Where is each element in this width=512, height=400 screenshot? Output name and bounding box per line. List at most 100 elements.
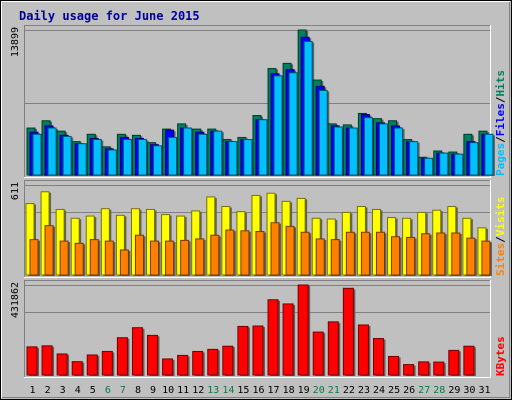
x-tick-day-17: 17 (268, 385, 280, 396)
bar-pages-day-6-body (107, 149, 117, 176)
bar-pages-day-12-body (198, 133, 208, 176)
bar-sites-day-15 (240, 230, 251, 276)
bar-sites-day-10-body (165, 240, 175, 276)
x-tick-day-25: 25 (388, 385, 400, 396)
x-tick-day-6: 6 (105, 385, 111, 396)
bar-kbytes-day-8-body (131, 327, 143, 376)
bar-kbytes-day-17 (267, 299, 281, 376)
bar-pages-day-12 (198, 133, 209, 176)
x-tick-day-29: 29 (448, 385, 460, 396)
bar-kbytes-day-21 (327, 321, 341, 376)
bar-kbytes-day-7-body (116, 337, 128, 376)
bar-kbytes-day-2 (41, 345, 55, 376)
bar-pages-day-27 (424, 157, 435, 176)
bar-sites-day-16 (255, 231, 266, 276)
bar-sites-day-12-body (195, 238, 205, 276)
bar-pages-day-22-body (348, 127, 358, 176)
bar-sites-day-1-body (29, 239, 39, 276)
x-tick-day-31: 31 (478, 385, 490, 396)
bar-pages-day-14-body (228, 141, 238, 176)
bar-kbytes-day-19 (297, 284, 311, 376)
legend-hits-files-pages-part-0: Pages (494, 143, 507, 176)
x-tick-day-16: 16 (252, 385, 264, 396)
bar-pages-day-15 (243, 139, 254, 176)
bar-kbytes-day-14-body (222, 345, 234, 376)
panel-hits-files-pages-ymax-label: 13899 (10, 27, 21, 57)
bar-pages-day-28-body (439, 152, 449, 176)
bar-kbytes-day-22 (342, 287, 356, 376)
x-tick-day-5: 5 (90, 385, 96, 396)
bar-pages-day-25 (394, 127, 405, 176)
bar-kbytes-day-20 (312, 331, 326, 376)
bar-sites-day-24-body (375, 231, 385, 276)
legend-hits-files-pages-part-4: Hits (494, 70, 507, 97)
bar-sites-day-12 (195, 238, 206, 276)
bar-pages-day-24 (378, 123, 390, 176)
bar-pages-day-17 (273, 75, 285, 176)
x-tick-day-30: 30 (463, 385, 475, 396)
bar-kbytes-day-3-body (56, 353, 68, 376)
bar-sites-day-14-body (225, 229, 235, 276)
bar-kbytes-day-28-body (433, 361, 445, 376)
bar-kbytes-day-9 (147, 334, 160, 376)
bar-sites-day-30-body (466, 237, 476, 276)
bar-sites-day-8-body (134, 234, 144, 276)
bar-pages-day-16 (258, 119, 269, 176)
legend-hits-files-pages-part-3: / (494, 96, 507, 103)
x-tick-day-3: 3 (60, 385, 66, 396)
bar-pages-day-2-body (47, 127, 57, 176)
panel-visits-sites-bars (25, 191, 492, 276)
bar-kbytes-day-9-body (147, 334, 159, 376)
x-tick-day-1: 1 (30, 385, 36, 396)
bar-pages-day-3 (62, 135, 74, 176)
x-tick-day-15: 15 (237, 385, 249, 396)
bar-sites-day-6 (104, 240, 116, 276)
bar-sites-day-15-body (240, 230, 250, 276)
bar-sites-day-17-body (270, 222, 280, 276)
bar-sites-day-19-body (300, 231, 310, 276)
bar-pages-day-7 (122, 139, 134, 176)
panel-visits-sites-ymax-label: 611 (10, 182, 21, 200)
bar-pages-day-4 (77, 143, 89, 176)
bar-kbytes-day-17-body (267, 299, 279, 376)
bar-sites-day-5 (89, 239, 101, 276)
bar-sites-day-16-body (255, 231, 265, 276)
bar-sites-day-13 (210, 234, 221, 276)
bar-kbytes-day-7 (116, 337, 130, 376)
bar-sites-day-26-body (406, 236, 416, 276)
bar-kbytes-day-18-body (282, 303, 294, 376)
bar-pages-day-9-body (153, 145, 163, 176)
bar-kbytes-day-14 (222, 345, 235, 376)
bar-pages-day-16-body (258, 119, 268, 176)
x-tick-day-22: 22 (343, 385, 355, 396)
bar-kbytes-day-27-body (418, 361, 430, 376)
x-tick-day-28: 28 (433, 385, 445, 396)
panel-kbytes-legend: KBytes (494, 336, 507, 376)
bar-pages-day-4-body (77, 143, 87, 176)
bar-pages-day-31-body (484, 133, 494, 176)
chart-title: Daily usage for June 2015 (19, 9, 200, 23)
bar-kbytes-day-15 (237, 325, 250, 376)
panel-visits-sites: 611 Sites/Visits (10, 180, 507, 278)
bar-pages-day-15-body (243, 139, 253, 176)
x-tick-day-19: 19 (298, 385, 310, 396)
bar-kbytes-day-12 (192, 350, 205, 376)
bar-pages-day-30-body (469, 142, 479, 176)
bar-pages-day-31 (484, 133, 495, 176)
x-tick-day-12: 12 (192, 385, 204, 396)
bar-kbytes-day-24 (372, 338, 386, 376)
legend-visits-sites-part-1: / (494, 236, 507, 243)
bar-kbytes-day-15-body (237, 325, 249, 376)
x-tick-day-26: 26 (403, 385, 415, 396)
x-tick-day-10: 10 (162, 385, 174, 396)
x-tick-day-18: 18 (283, 385, 295, 396)
bar-sites-day-17 (270, 222, 282, 276)
bar-sites-day-26 (406, 236, 417, 276)
bar-sites-day-28 (436, 232, 447, 276)
panel-visits-sites-legend: Sites/Visits (494, 197, 507, 277)
bar-sites-day-9 (150, 240, 161, 276)
bar-kbytes-day-23 (357, 324, 371, 376)
